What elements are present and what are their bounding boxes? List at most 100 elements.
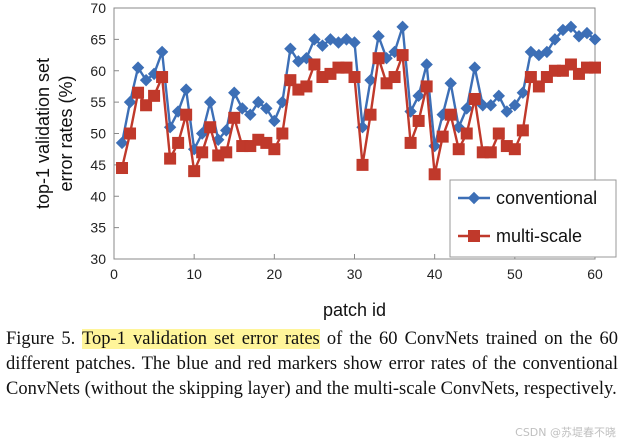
y-tick-label: 35 <box>90 220 106 236</box>
data-point-multi-scale <box>244 140 257 153</box>
y-tick-label: 70 <box>90 0 106 16</box>
data-point-conventional <box>268 114 281 128</box>
data-point-conventional <box>420 58 433 71</box>
y-tick-label: 65 <box>90 31 106 47</box>
data-point-conventional <box>468 61 481 74</box>
data-point-multi-scale <box>404 136 417 149</box>
data-point-multi-scale <box>516 124 529 137</box>
data-point-multi-scale <box>564 58 577 71</box>
data-point-multi-scale <box>396 49 409 62</box>
data-point-multi-scale <box>196 146 209 159</box>
data-point-conventional <box>412 89 425 103</box>
data-point-conventional <box>444 77 457 90</box>
data-point-multi-scale <box>356 158 369 171</box>
x-tick-label: 0 <box>110 266 118 282</box>
data-point-conventional <box>228 86 241 99</box>
data-point-multi-scale <box>220 146 233 159</box>
data-point-conventional <box>236 102 249 115</box>
series-multi-scale <box>116 49 601 181</box>
data-point-multi-scale <box>484 146 497 159</box>
data-point-multi-scale <box>276 127 289 140</box>
legend-label-conventional: conventional <box>496 188 597 208</box>
data-point-conventional <box>260 102 273 115</box>
data-point-multi-scale <box>132 86 145 99</box>
data-point-conventional <box>203 95 217 109</box>
data-point-conventional <box>131 61 145 74</box>
data-point-conventional <box>500 105 514 118</box>
data-point-conventional <box>396 20 409 34</box>
data-point-conventional <box>460 102 473 115</box>
data-point-multi-scale <box>188 165 201 178</box>
data-point-multi-scale <box>380 77 393 90</box>
x-tick-label: 40 <box>427 266 443 282</box>
data-point-conventional <box>492 89 506 103</box>
x-tick-label: 50 <box>507 266 523 282</box>
data-point-multi-scale <box>164 152 177 165</box>
data-point-conventional <box>123 95 137 109</box>
data-point-multi-scale <box>148 89 161 102</box>
data-point-multi-scale <box>116 162 129 175</box>
data-point-conventional <box>364 73 377 87</box>
data-point-conventional <box>115 136 129 150</box>
figure-caption: Figure 5. Top-1 validation set error rat… <box>6 327 618 402</box>
data-point-conventional <box>508 99 522 112</box>
data-point-conventional <box>244 108 257 121</box>
data-point-conventional <box>588 33 602 46</box>
data-point-conventional <box>284 42 297 55</box>
data-point-multi-scale <box>340 61 353 74</box>
data-point-conventional <box>308 33 321 46</box>
chart-axes: 0 10 20 30 40 50 60 30 35 40 45 50 55 60 65 70 patch id t… <box>33 0 603 320</box>
data-point-multi-scale <box>268 143 281 156</box>
y-tick-label: 50 <box>90 126 106 142</box>
data-point-multi-scale <box>436 130 449 143</box>
data-point-multi-scale <box>452 143 465 156</box>
data-point-conventional <box>179 83 193 96</box>
data-point-multi-scale <box>228 111 241 124</box>
data-point-multi-scale <box>589 61 601 74</box>
data-point-multi-scale <box>204 121 217 134</box>
data-point-multi-scale <box>308 58 321 71</box>
x-tick-label: 10 <box>186 266 202 282</box>
data-point-multi-scale <box>460 127 473 140</box>
chart-legend: conventional multi-scale <box>449 179 617 258</box>
error-rate-chart: 0 10 20 30 40 50 60 30 35 40 45 50 55 60 65 70 patch id t… <box>33 0 617 320</box>
data-point-multi-scale <box>372 52 385 65</box>
caption-body: of the 60 ConvNets trained on the 60 dif… <box>6 329 618 399</box>
data-point-multi-scale <box>492 127 505 140</box>
data-point-multi-scale <box>572 67 585 80</box>
data-point-multi-scale <box>324 67 337 80</box>
data-point-multi-scale <box>172 136 185 149</box>
y-tick-label: 45 <box>90 157 106 173</box>
series-conventional <box>115 20 602 156</box>
data-point-multi-scale <box>180 108 193 121</box>
data-point-multi-scale <box>444 108 457 121</box>
data-point-multi-scale <box>468 92 481 105</box>
data-point-conventional <box>348 36 361 49</box>
data-point-conventional <box>316 39 329 52</box>
data-point-multi-scale <box>420 80 433 93</box>
data-point-multi-scale <box>300 80 313 93</box>
watermark: CSDN @苏堤春不晓 <box>515 426 616 439</box>
y-tick-label: 55 <box>90 94 106 110</box>
x-tick-label: 20 <box>267 266 283 282</box>
data-point-multi-scale <box>140 99 153 112</box>
data-point-multi-scale <box>412 114 425 127</box>
data-point-multi-scale <box>260 136 273 149</box>
data-point-conventional <box>372 30 385 43</box>
data-point-multi-scale <box>524 71 537 84</box>
caption-highlight: Top-1 validation set error rates <box>82 329 320 349</box>
x-tick-label: 60 <box>587 266 603 282</box>
data-point-multi-scale <box>428 168 441 181</box>
data-point-multi-scale <box>532 80 545 93</box>
data-point-multi-scale <box>348 71 361 84</box>
data-point-conventional <box>220 124 233 137</box>
data-point-conventional <box>564 20 578 34</box>
data-point-conventional <box>252 95 265 109</box>
legend-marker-conventional <box>467 191 481 205</box>
data-point-conventional <box>516 86 530 99</box>
data-point-multi-scale <box>540 71 553 84</box>
data-point-multi-scale <box>284 74 297 87</box>
y-tick-label: 30 <box>90 251 106 267</box>
data-point-conventional <box>155 45 169 59</box>
data-point-conventional <box>548 33 562 46</box>
